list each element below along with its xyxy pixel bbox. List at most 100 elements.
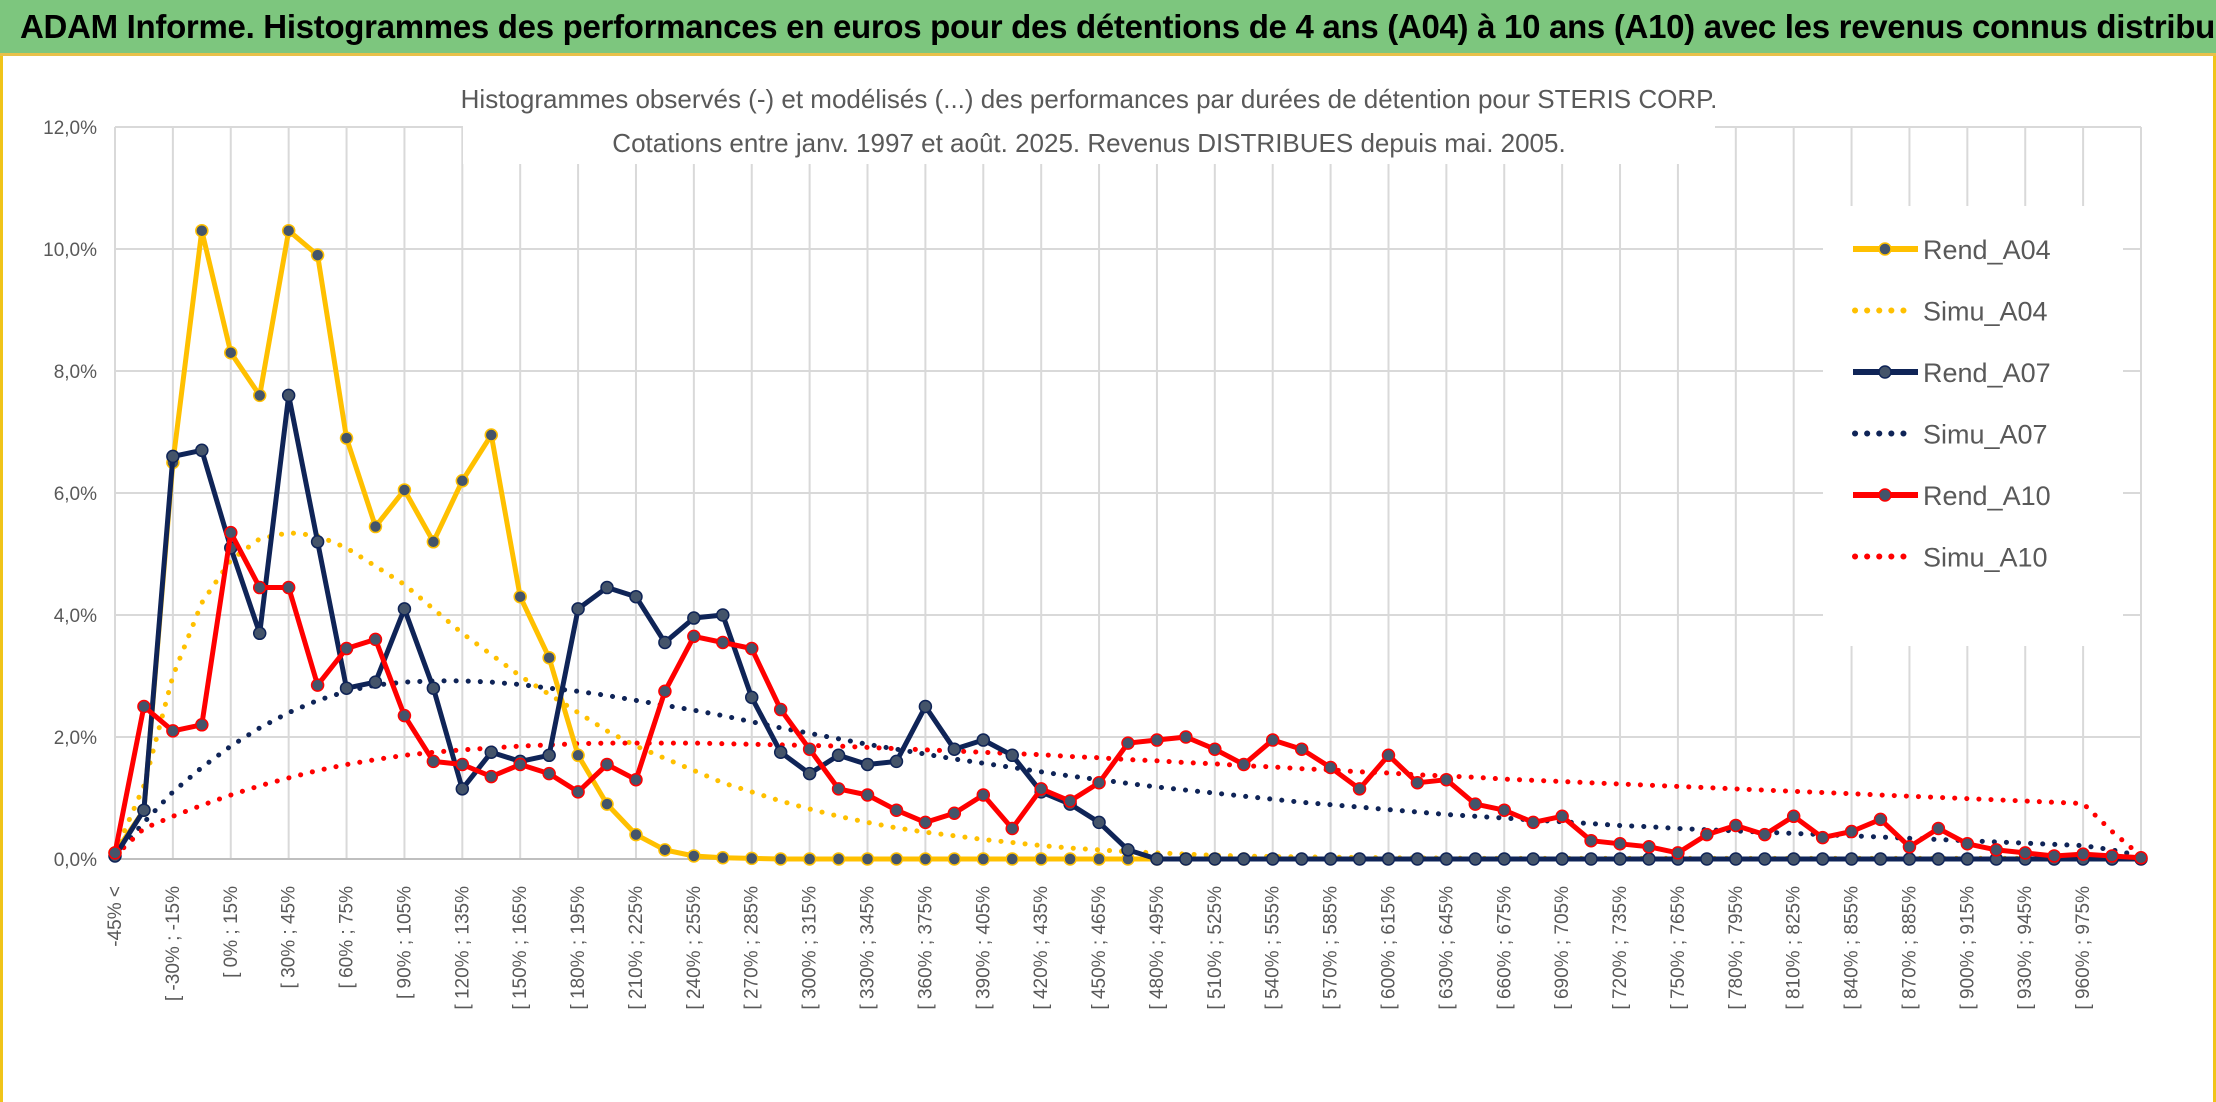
data-point — [310, 678, 325, 692]
data-point — [513, 757, 527, 772]
data-point — [166, 724, 180, 738]
data-point — [426, 535, 441, 549]
data-point — [744, 641, 759, 656]
x-tick-label: [ 840% ; 855% — [1842, 886, 1863, 1010]
x-tick-label: [ 540% ; 555% — [1263, 886, 1284, 1010]
data-point — [1902, 840, 1917, 854]
data-point — [1005, 821, 1019, 836]
x-tick-label: [ 420% ; 435% — [1031, 886, 1052, 1010]
data-point — [1092, 852, 1106, 866]
data-point — [1642, 840, 1656, 854]
data-point — [224, 345, 238, 360]
data-point — [947, 806, 962, 820]
chart-title-line-1: Histogrammes observés (-) et modélisés (… — [461, 84, 1718, 114]
data-point — [1960, 837, 1975, 851]
data-point — [889, 852, 904, 866]
data-point — [976, 788, 991, 802]
series-Simu_A10 — [112, 740, 2144, 859]
x-tick-label: [ 120% ; 135% — [452, 886, 473, 1010]
data-point — [397, 602, 412, 616]
data-point — [281, 580, 296, 595]
data-point — [1410, 852, 1425, 866]
data-point — [600, 797, 614, 811]
data-point — [889, 754, 904, 769]
data-point — [571, 748, 585, 763]
data-point — [1902, 852, 1917, 866]
title-backdrop — [463, 76, 1715, 164]
data-point — [1294, 742, 1309, 756]
data-point — [1671, 846, 1685, 860]
data-point — [860, 757, 875, 772]
data-point — [1526, 815, 1540, 830]
data-point — [368, 519, 383, 534]
data-point — [1323, 852, 1338, 866]
y-tick-label: 4,0% — [54, 606, 97, 627]
series-Rend_A07 — [108, 388, 2148, 866]
data-point — [629, 827, 643, 842]
x-tick-label: [ 570% ; 585% — [1321, 886, 1342, 1010]
x-tick-label: [ 0% ; 15% — [221, 886, 242, 978]
data-point — [571, 785, 585, 799]
x-tick-label: [ 660% ; 675% — [1494, 886, 1515, 1010]
x-tick-label: [ 900% ; 915% — [1957, 886, 1978, 1010]
legend-marker — [1878, 488, 1892, 502]
legend-label: Rend_A07 — [1923, 358, 2051, 388]
x-tick-label: [ 750% ; 765% — [1668, 886, 1689, 1010]
data-point — [1584, 852, 1598, 866]
data-point — [252, 626, 267, 641]
data-point — [1584, 833, 1598, 848]
data-point — [1005, 852, 1019, 866]
data-point — [571, 602, 585, 616]
data-point — [397, 708, 412, 723]
data-point — [339, 641, 354, 656]
data-point — [716, 635, 730, 650]
data-point — [1700, 852, 1714, 866]
data-point — [2047, 849, 2061, 863]
data-point — [1960, 852, 1975, 866]
data-point — [1844, 852, 1859, 866]
data-point — [1844, 824, 1859, 839]
data-point — [1642, 852, 1656, 866]
data-point — [1468, 797, 1483, 811]
x-tick-label: [ 330% ; 345% — [858, 886, 879, 1010]
data-point — [1497, 803, 1512, 817]
x-tick-label: [ 960% ; 975% — [2073, 886, 2094, 1010]
x-tick-label: [ 630% ; 645% — [1436, 886, 1457, 1010]
data-point — [1237, 757, 1251, 772]
data-point — [455, 757, 470, 772]
data-point — [1786, 809, 1801, 824]
data-point — [831, 748, 846, 763]
legend-marker — [1878, 365, 1892, 379]
y-tick-label: 2,0% — [54, 728, 97, 749]
data-point — [1294, 852, 1309, 866]
legend-item: Simu_A07 — [1852, 420, 2048, 450]
series-Simu_A04 — [112, 530, 2115, 861]
legend-item: Rend_A04 — [1853, 235, 2051, 265]
data-point — [976, 733, 991, 747]
x-tick-label: [ 300% ; 315% — [800, 886, 821, 1010]
data-point — [455, 474, 470, 488]
y-tick-label: 6,0% — [54, 484, 97, 505]
chart-frame: 0,0% 2,0% 4,0% 6,0% 8,0% 10,0% 12,0% -45% < [ -… — [0, 56, 2216, 1102]
data-point — [658, 684, 672, 698]
data-point — [1352, 852, 1367, 866]
data-point — [1265, 733, 1280, 747]
data-point — [1121, 736, 1135, 750]
data-point — [368, 632, 383, 647]
data-point — [744, 690, 759, 705]
data-point — [2105, 849, 2119, 863]
data-point — [310, 248, 325, 262]
data-point — [918, 815, 933, 830]
series-Rend_A10 — [108, 525, 2148, 865]
data-point — [802, 742, 817, 756]
x-tick-label: [ 870% ; 885% — [1899, 886, 1920, 1010]
performance-histogram-chart: 0,0% 2,0% 4,0% 6,0% 8,0% 10,0% 12,0% -45% < [ -… — [43, 76, 2148, 1010]
data-point — [484, 769, 499, 784]
data-point — [773, 852, 788, 866]
data-point — [1323, 760, 1338, 775]
data-point — [831, 852, 846, 866]
x-tick-label: [ 480% ; 495% — [1147, 886, 1168, 1010]
data-point — [368, 675, 383, 689]
x-tick-label: [ 600% ; 615% — [1378, 886, 1399, 1010]
legend-marker — [1878, 242, 1892, 256]
